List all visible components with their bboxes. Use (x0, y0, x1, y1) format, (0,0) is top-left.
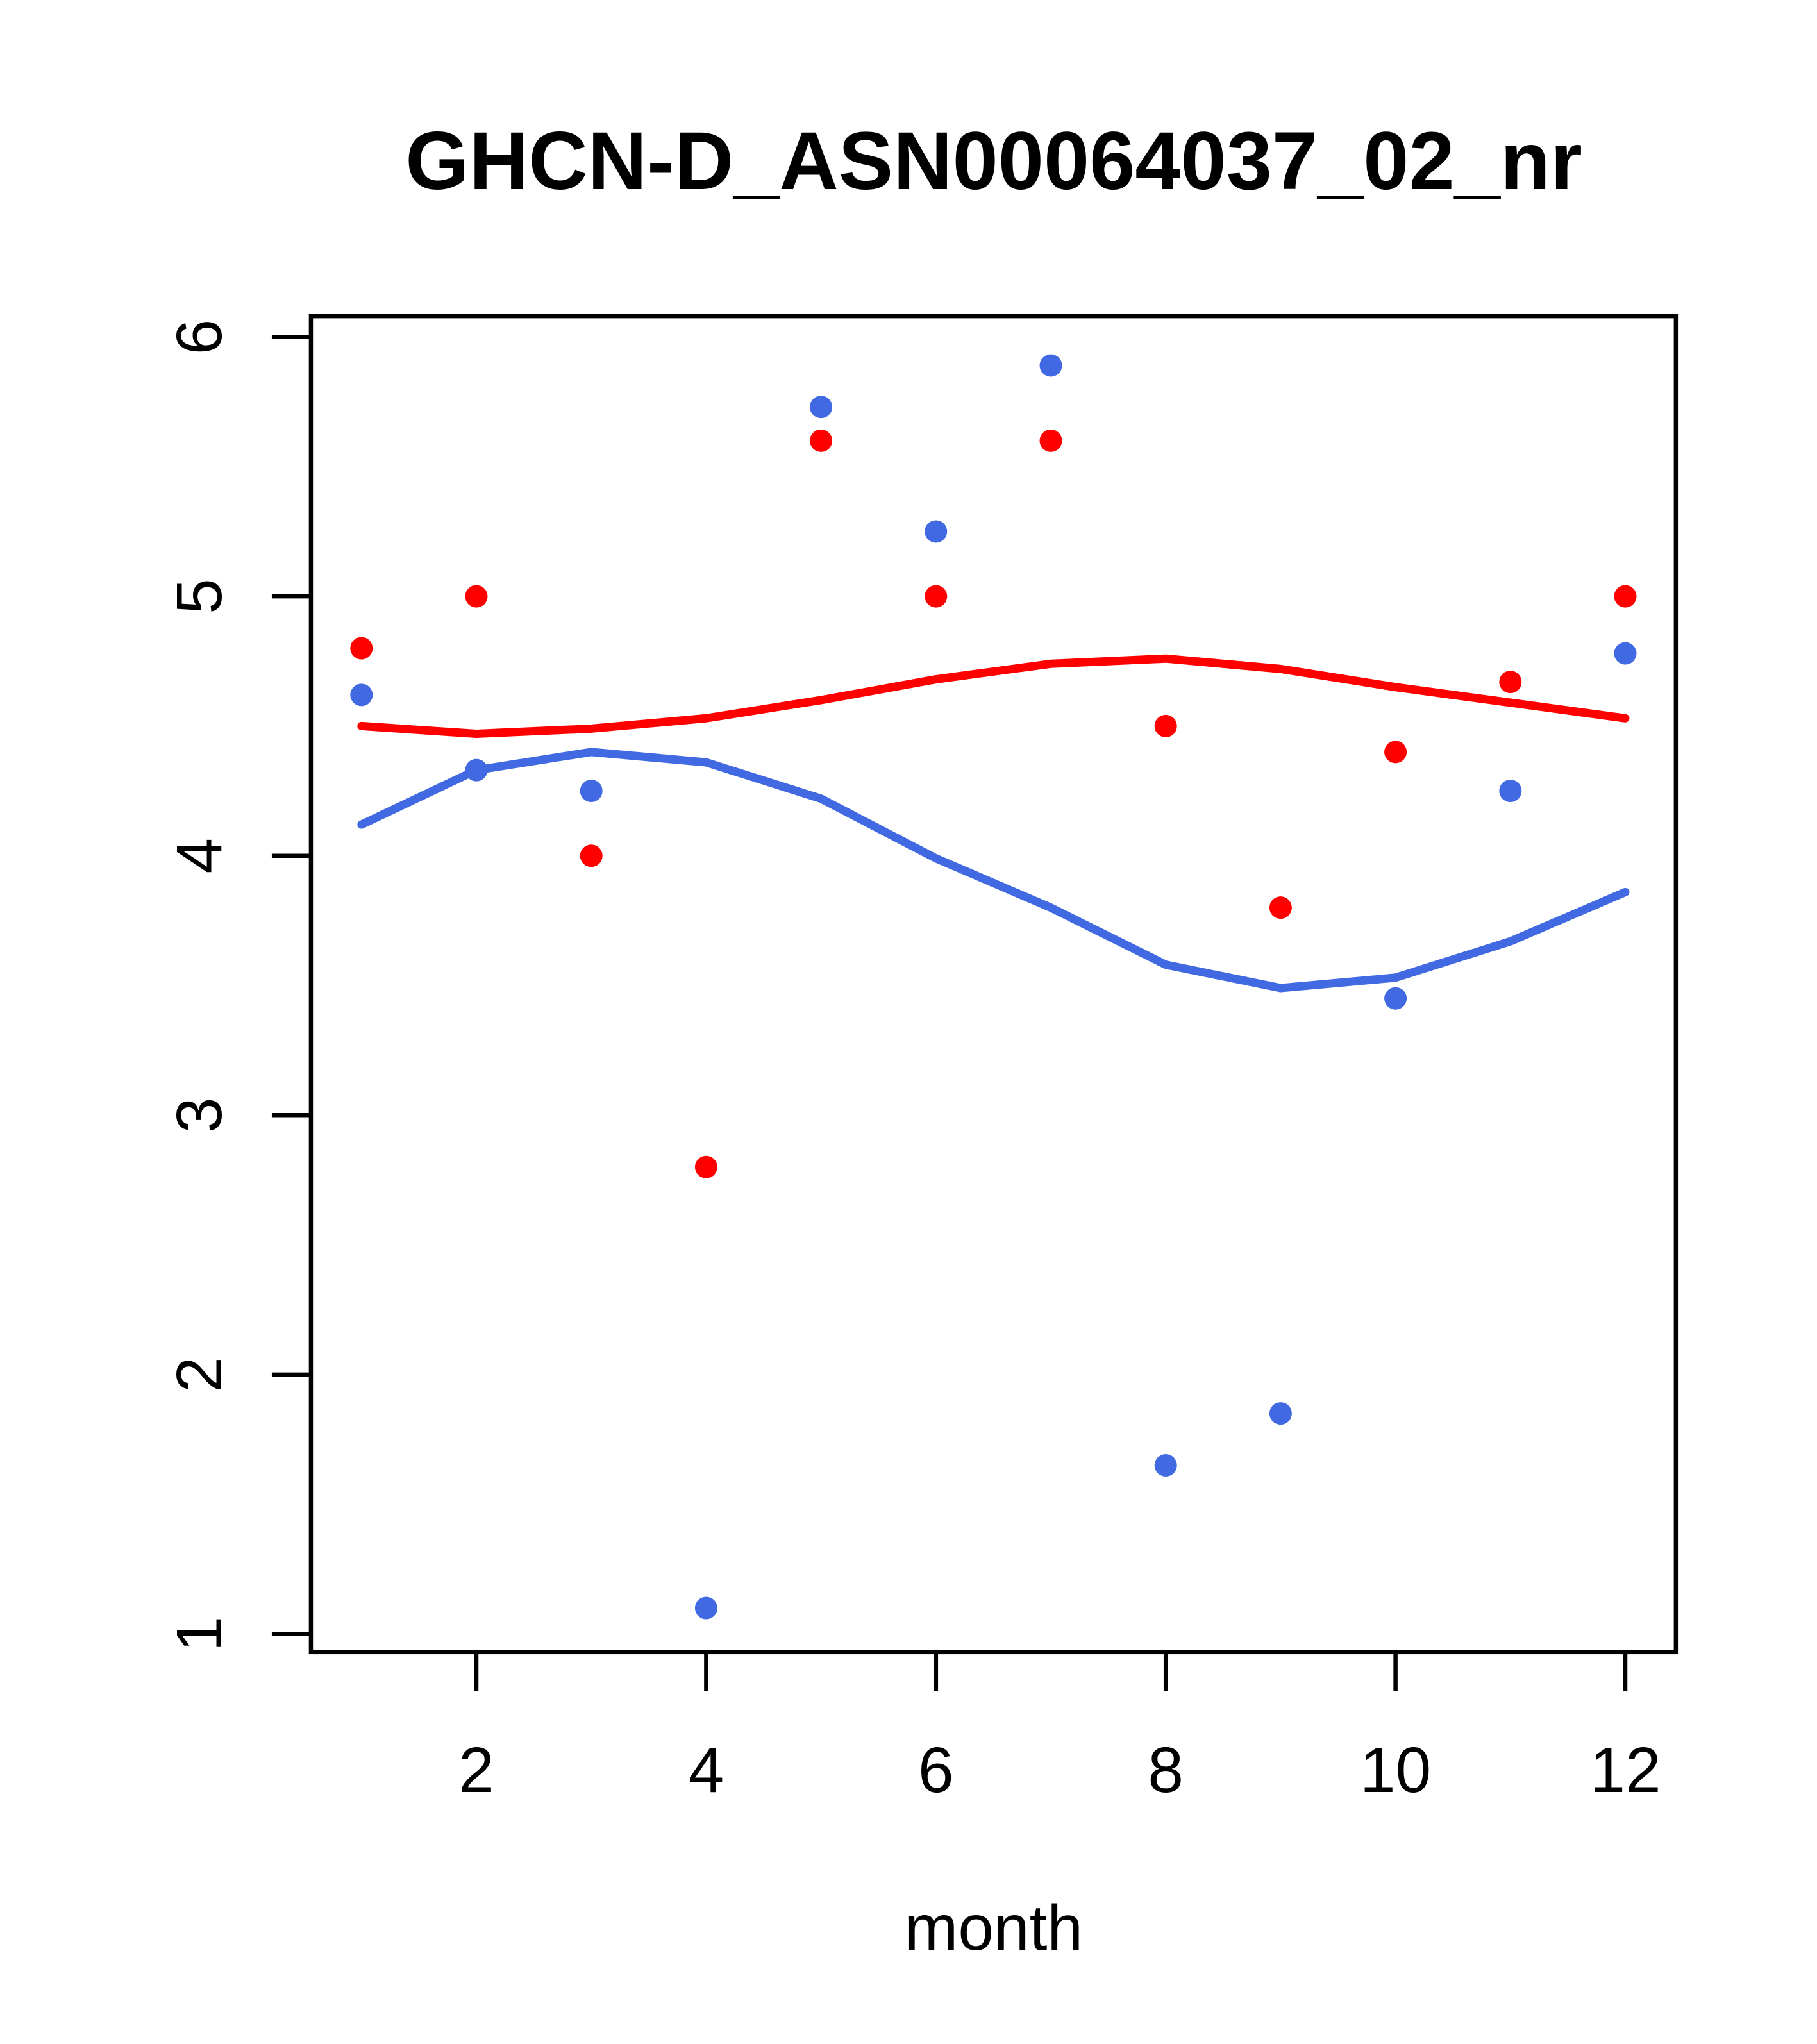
red-point-month-12 (1614, 585, 1637, 608)
x-axis-title: month (905, 1892, 1083, 1964)
red-point-month-9 (1269, 896, 1292, 919)
blue-point-month-1 (350, 683, 373, 707)
blue-point-month-3 (580, 780, 603, 803)
red-point-month-4 (694, 1155, 717, 1178)
red-point-month-8 (1154, 714, 1177, 737)
blue-point-month-11 (1499, 780, 1522, 803)
x-tick-label: 12 (1589, 1734, 1661, 1806)
x-tick-label: 6 (918, 1734, 954, 1806)
blue-point-month-12 (1614, 642, 1637, 665)
blue-point-month-10 (1384, 987, 1407, 1010)
y-tick-label: 4 (163, 838, 235, 874)
red-point-month-7 (1039, 429, 1062, 452)
red-point-month-11 (1499, 671, 1522, 694)
plot-box (308, 314, 1679, 1655)
red-point-month-2 (465, 585, 488, 608)
x-tick-label: 2 (458, 1734, 494, 1806)
red-smooth-line (357, 654, 1630, 739)
y-tick-label: 3 (163, 1097, 235, 1133)
red-point-month-1 (350, 637, 373, 660)
red-point-month-3 (580, 844, 603, 867)
series-group (350, 354, 1637, 1620)
blue-point-month-5 (810, 396, 833, 419)
blue-point-month-8 (1154, 1454, 1177, 1477)
chart-title: GHCN-D_ASN00064037_02_nr (405, 115, 1582, 207)
red-point-month-10 (1384, 741, 1407, 764)
y-tick-label: 2 (163, 1357, 235, 1393)
x-tick-label: 10 (1360, 1734, 1431, 1806)
x-tick-label: 4 (689, 1734, 724, 1806)
blue-point-month-7 (1039, 354, 1062, 377)
y-tick-label: 5 (163, 578, 235, 614)
y-tick-label: 1 (163, 1616, 235, 1652)
y-tick-label: 6 (163, 319, 235, 355)
x-tick-label: 8 (1148, 1734, 1184, 1806)
blue-point-month-2 (465, 758, 488, 782)
blue-point-month-9 (1269, 1402, 1292, 1425)
red-point-month-6 (925, 585, 948, 608)
blue-point-month-4 (694, 1596, 717, 1620)
blue-point-month-6 (925, 520, 948, 543)
red-point-month-5 (810, 429, 833, 452)
blue-smooth-line (357, 748, 1630, 993)
